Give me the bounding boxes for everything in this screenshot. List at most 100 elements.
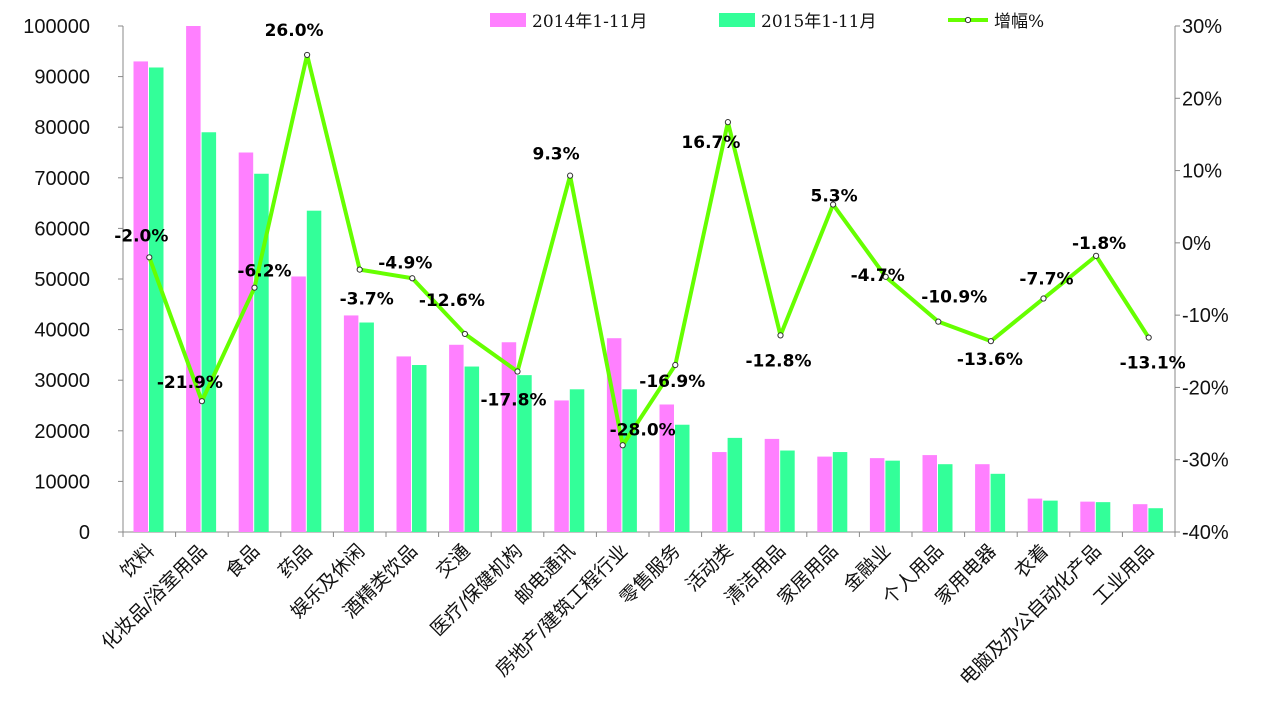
- growth-data-label: -16.9%: [639, 372, 705, 392]
- bar-2014: [186, 26, 201, 532]
- bar-2014: [501, 342, 517, 532]
- left-axis-tick-label: 50000: [34, 269, 90, 291]
- bar-2015: [464, 366, 480, 532]
- growth-data-label: -4.9%: [378, 253, 432, 273]
- growth-point: [882, 273, 889, 280]
- growth-point: [1093, 252, 1100, 259]
- growth-point: [987, 338, 995, 345]
- legend-label-growth: 增幅%: [994, 12, 1044, 32]
- growth-data-label: -4.7%: [851, 266, 905, 286]
- data-labels-layer: -2.0% -21.9% -6.2% 26.0% -3.7% -4.9% -12.6% -17…: [114, 21, 1186, 440]
- bar-2015: [1095, 502, 1111, 532]
- growth-data-label: -1.8%: [1072, 234, 1126, 254]
- growth-point: [356, 266, 363, 273]
- right-axis-tick-label: -10%: [1182, 305, 1229, 327]
- bar-2014: [396, 356, 411, 532]
- bar-2014: [764, 438, 780, 532]
- bars-layer: [133, 26, 1163, 533]
- growth-data-label: -12.6%: [419, 291, 485, 311]
- legend-label-2015: 2015年1-11月: [761, 12, 876, 32]
- bar-2015: [938, 464, 953, 532]
- growth-point: [567, 172, 574, 179]
- bar-2014: [133, 61, 148, 533]
- legend: 2014年1-11月 2015年1-11月 增幅%: [490, 12, 1044, 32]
- growth-point: [1145, 334, 1152, 341]
- bar-2015: [622, 389, 637, 532]
- category-label: 交通: [432, 540, 474, 582]
- bar-2014: [554, 400, 569, 532]
- bar-2015: [1043, 500, 1058, 532]
- bar-2014: [1132, 504, 1148, 532]
- growth-point: [146, 254, 153, 261]
- growth-line: [147, 52, 1151, 448]
- growth-point: [251, 284, 258, 291]
- bar-2015: [727, 437, 743, 532]
- bar-2015: [569, 389, 585, 532]
- left-axis-tick-label: 20000: [34, 421, 90, 443]
- legend-swatch-2014: [490, 13, 526, 27]
- bar-2015: [306, 210, 322, 532]
- left-axis-tick-label: 80000: [34, 117, 90, 139]
- growth-data-label: -12.8%: [745, 351, 811, 371]
- category-label: 医疗/保健机构: [426, 540, 527, 641]
- left-axis-tick-label: 100000: [23, 16, 90, 38]
- left-axis-tick-label: 40000: [34, 320, 90, 342]
- bar-2014: [975, 464, 990, 532]
- bar-2014: [869, 458, 885, 532]
- growth-point: [619, 442, 626, 449]
- growth-point: [830, 201, 837, 208]
- growth-data-label: 16.7%: [681, 133, 740, 153]
- category-label: 食品: [222, 540, 264, 582]
- legend-label-2014: 2014年1-11月: [532, 12, 647, 32]
- growth-point: [724, 119, 732, 126]
- bar-2014: [712, 452, 727, 532]
- growth-point: [409, 275, 416, 282]
- bar-2015: [412, 365, 427, 532]
- growth-point: [198, 398, 205, 405]
- growth-point: [304, 51, 311, 59]
- bar-2014: [343, 315, 359, 532]
- bar-2014: [922, 455, 937, 532]
- growth-data-label: -7.7%: [1019, 270, 1073, 290]
- growth-point: [672, 361, 679, 369]
- legend-marker-growth: [964, 16, 972, 24]
- left-axis-tick-label: 90000: [34, 67, 90, 89]
- right-axis-tick-label: 10%: [1182, 161, 1222, 183]
- growth-data-label: -21.9%: [157, 373, 223, 393]
- left-axis-tick-label: 60000: [34, 218, 90, 240]
- right-axis-tick-label: -30%: [1182, 450, 1229, 472]
- right-axis-tick-label: -20%: [1182, 377, 1229, 399]
- bar-2015: [254, 173, 269, 532]
- left-axis-tick-label: 70000: [34, 168, 90, 190]
- bar-2015: [780, 450, 795, 532]
- growth-point: [1040, 295, 1047, 302]
- growth-data-label: 26.0%: [265, 21, 324, 41]
- right-axis-tick-label: 0%: [1182, 233, 1211, 255]
- bar-2014: [291, 276, 306, 532]
- growth-data-label: -13.1%: [1120, 354, 1186, 374]
- growth-data-label: -2.0%: [114, 226, 168, 246]
- legend-swatch-2015: [719, 13, 755, 27]
- growth-data-label: -28.0%: [610, 420, 676, 440]
- growth-point: [935, 318, 942, 325]
- bar-2015: [201, 132, 217, 532]
- bar-2014: [1080, 501, 1095, 532]
- right-axis-tick-label: -40%: [1182, 522, 1229, 544]
- growth-point: [514, 368, 521, 375]
- growth-point: [777, 332, 784, 339]
- right-axis-tick-label: 20%: [1182, 88, 1222, 110]
- bar-2015: [675, 424, 690, 532]
- growth-data-label: -3.7%: [340, 290, 394, 310]
- left-axis-tick-label: 10000: [34, 471, 90, 493]
- growth-data-label: -10.9%: [921, 288, 987, 308]
- bar-2015: [885, 460, 900, 532]
- growth-data-label: -17.8%: [480, 391, 546, 411]
- growth-line-layer: [146, 51, 1152, 449]
- growth-data-label: 5.3%: [811, 187, 858, 207]
- bar-2015: [1148, 508, 1163, 532]
- bar-2014: [659, 404, 674, 532]
- growth-data-label: -6.2%: [237, 262, 291, 282]
- bar-2014: [1027, 498, 1043, 532]
- bar-2015: [149, 67, 164, 532]
